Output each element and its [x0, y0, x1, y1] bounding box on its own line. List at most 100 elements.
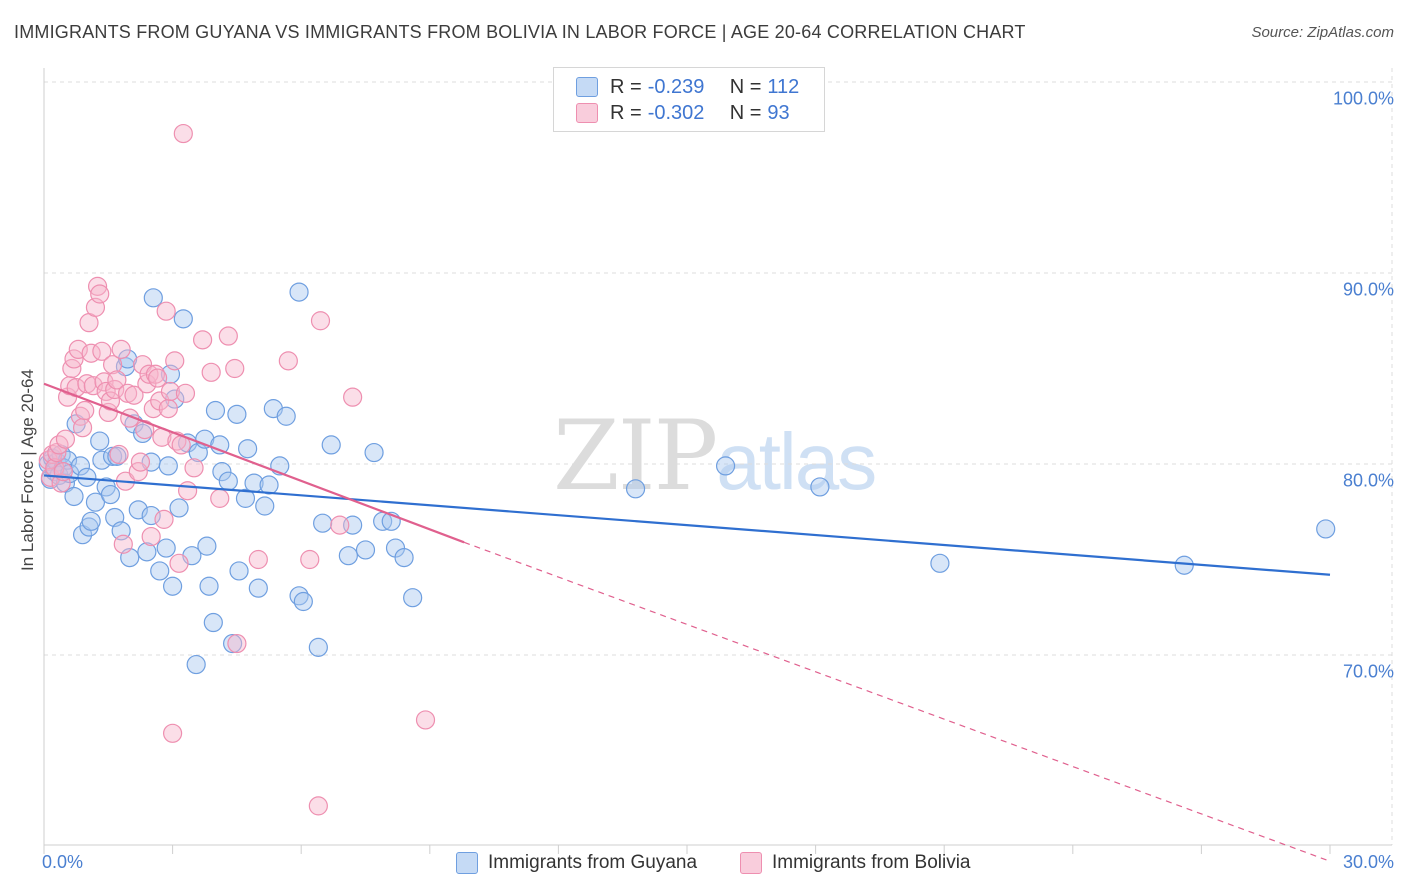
guyana-point	[199, 576, 219, 596]
watermark-atlas: atlas	[716, 417, 877, 506]
guyana-point	[169, 498, 189, 518]
legend-row-bolivia: R = -0.302 N = 93	[576, 101, 790, 125]
bolivia-point	[156, 301, 176, 321]
guyana-point	[212, 462, 232, 482]
guyana-point	[72, 525, 93, 545]
legend-r-label: R =	[610, 75, 642, 98]
legend-row-guyana: R = -0.239 N = 112	[576, 75, 799, 99]
bolivia-point	[300, 549, 320, 570]
guyana-point	[203, 612, 223, 633]
bolivia-point	[143, 399, 163, 419]
bolivia-point	[201, 362, 221, 382]
bolivia-point	[184, 458, 204, 478]
guyana-point	[229, 561, 249, 581]
guyana-point	[100, 484, 121, 505]
guyana-point	[276, 406, 296, 426]
bolivia-point	[158, 399, 178, 419]
guyana-point	[55, 473, 76, 493]
bolivia-point	[72, 418, 93, 438]
correlation-legend: R = -0.239 N = 112 R = -0.302 N = 93	[553, 67, 825, 132]
y-tick-label: 90.0%	[1342, 279, 1394, 300]
bolivia-point	[330, 515, 350, 535]
bolivia-point	[210, 488, 230, 508]
guyana-swatch	[576, 77, 598, 97]
bolivia-point	[124, 385, 144, 405]
guyana-point	[218, 471, 238, 491]
bolivia-point	[154, 509, 174, 529]
guyana-point	[930, 553, 950, 573]
chart-title: IMMIGRANTS FROM GUYANA VS IMMIGRANTS FRO…	[14, 22, 1026, 42]
bolivia-point	[128, 462, 148, 482]
bolivia-point	[130, 452, 151, 472]
source-credit: Source: ZipAtlas.com	[1251, 24, 1394, 41]
guyana-point	[1316, 519, 1336, 539]
guyana-point	[92, 450, 112, 470]
bolivia-point	[343, 387, 363, 407]
bolivia-point	[92, 341, 112, 361]
guyana-point	[289, 282, 309, 302]
guyana-point	[70, 456, 91, 476]
guyana-point	[1174, 555, 1194, 575]
bolivia-legend-label: Immigrants from Bolivia	[772, 852, 971, 873]
legend-r-value: -0.302	[647, 101, 705, 124]
bolivia-point	[218, 326, 238, 346]
bolivia-point	[308, 796, 328, 816]
bolivia-point	[278, 351, 298, 371]
bolivia-point	[227, 633, 247, 654]
bolivia-point	[163, 723, 183, 743]
series-legend-guyana: Immigrants from Guyana	[456, 852, 697, 874]
guyana-point	[158, 456, 178, 476]
bolivia-point	[113, 534, 133, 554]
y-tick-label: 80.0%	[1342, 470, 1394, 491]
bolivia-point	[141, 526, 161, 547]
guyana-point	[338, 546, 358, 566]
guyana-point	[293, 591, 313, 612]
guyana-point	[141, 505, 161, 526]
guyana-trend-line	[43, 474, 1331, 576]
bolivia-point	[165, 351, 185, 371]
bolivia-point	[225, 358, 245, 379]
guyana-point	[355, 540, 376, 560]
watermark: ZIPatlas	[553, 400, 877, 512]
guyana-point	[117, 349, 138, 369]
guyana-point	[313, 513, 333, 533]
guyana-point	[143, 288, 163, 308]
legend-n-label: N =	[729, 101, 762, 124]
bolivia-point	[169, 553, 189, 573]
legend-n-value: 112	[767, 75, 800, 98]
guyana-point	[810, 477, 830, 497]
legend-n-value: 93	[767, 101, 790, 124]
guyana-point	[90, 431, 110, 451]
guyana-point	[227, 404, 247, 424]
bolivia-point	[147, 368, 168, 388]
guyana-point	[137, 542, 157, 562]
guyana-point	[394, 547, 414, 568]
bolivia-point	[178, 481, 198, 501]
watermark-zip: ZIP	[553, 400, 718, 512]
bolivia-point	[62, 358, 82, 379]
y-tick-label: 100.0%	[1332, 88, 1394, 109]
legend-r-value: -0.239	[647, 75, 705, 98]
guyana-point	[197, 536, 217, 556]
bolivia-point	[102, 355, 123, 375]
guyana-point	[259, 475, 279, 495]
guyana-point	[625, 479, 646, 499]
bolivia-point	[90, 284, 110, 304]
guyana-point	[85, 492, 106, 512]
bolivia-point	[107, 370, 127, 390]
guyana-point	[403, 588, 423, 608]
bolivia-point	[111, 339, 131, 359]
legend-r-label: R =	[610, 101, 642, 124]
bolivia-point	[87, 276, 108, 296]
bolivia-point	[132, 355, 153, 375]
guyana-point	[173, 309, 193, 329]
bolivia-point	[55, 429, 76, 449]
bolivia-point	[310, 311, 331, 331]
bolivia-point	[68, 339, 88, 359]
guyana-point	[238, 439, 258, 459]
bolivia-point	[248, 549, 268, 570]
bolivia-point	[160, 381, 181, 402]
y-axis-label: In Labor Force | Age 20-64	[18, 369, 37, 571]
guyana-point	[308, 637, 328, 657]
